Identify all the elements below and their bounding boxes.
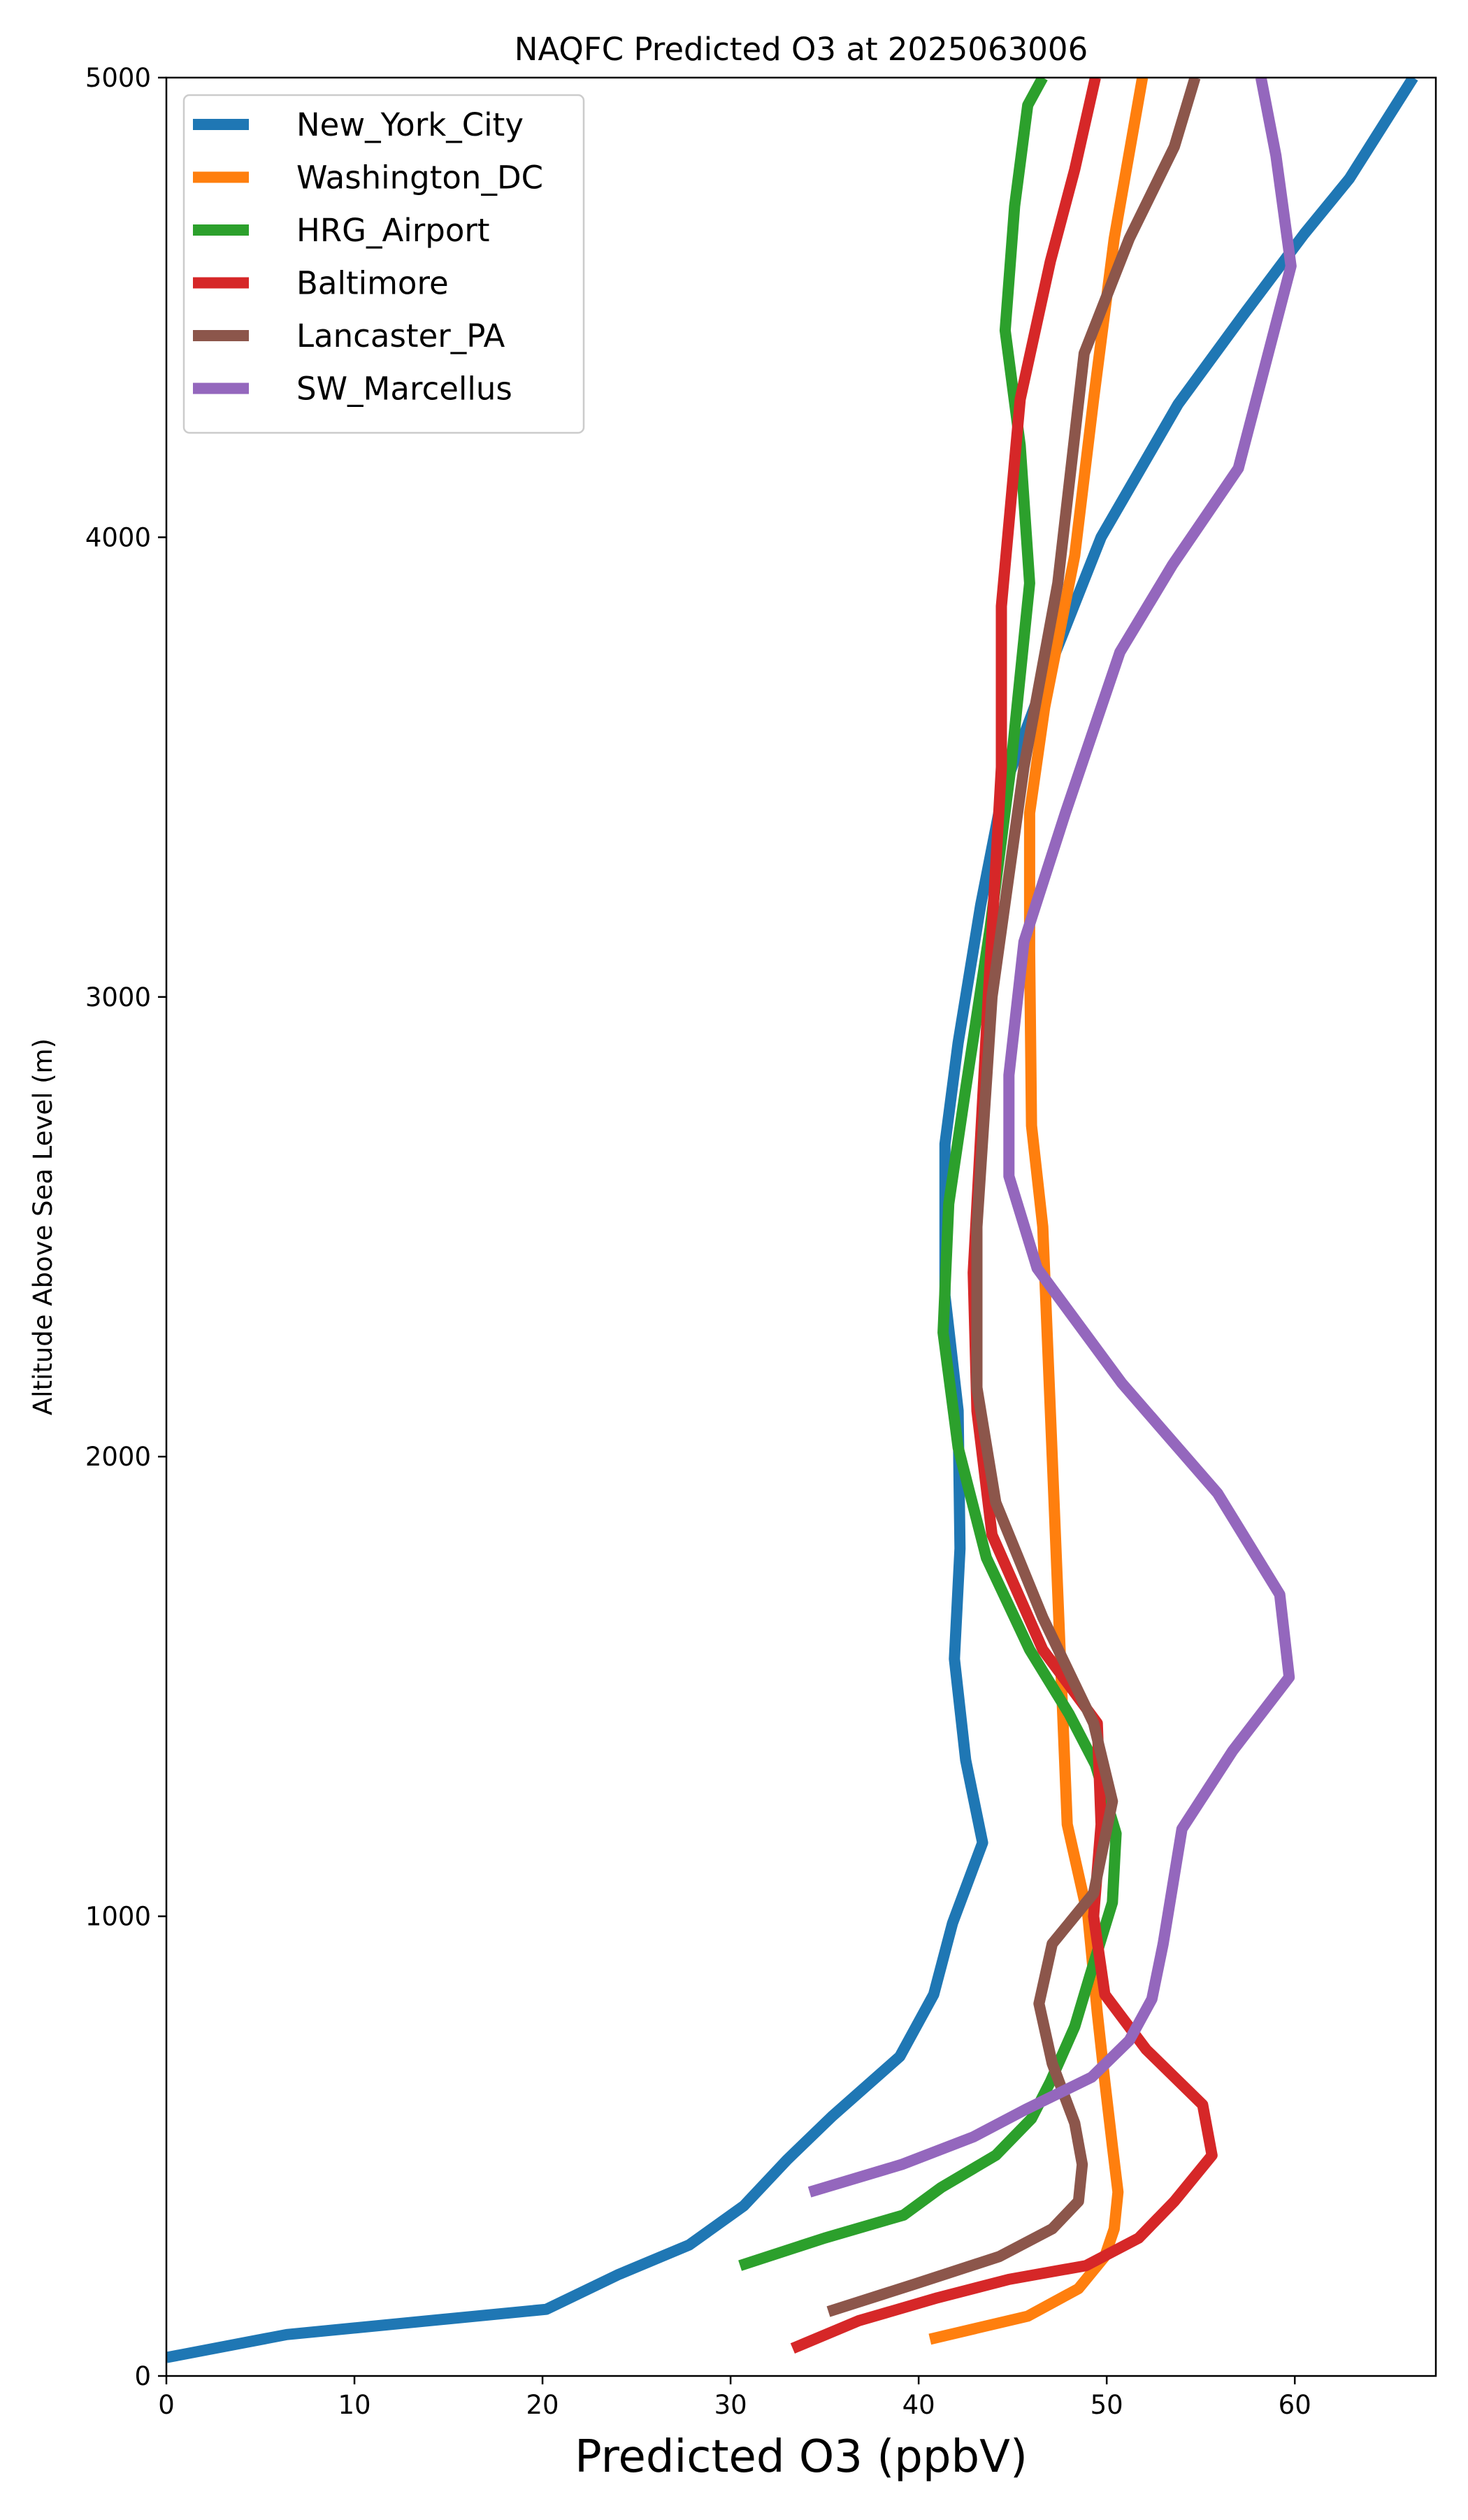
x-tick-label: 50 — [1091, 2390, 1123, 2420]
x-tick-label: 20 — [526, 2390, 559, 2420]
series-line-lancaster-pa — [826, 78, 1201, 2317]
series-line-sw-marcellus — [807, 78, 1297, 2198]
series-lines — [166, 78, 1418, 2363]
y-tick-label: 3000 — [85, 982, 151, 1012]
legend-box — [182, 94, 585, 434]
x-tick-label: 60 — [1279, 2390, 1311, 2420]
x-tick-label: 10 — [338, 2390, 370, 2420]
series-line-new-york-city — [166, 78, 1418, 2363]
x-tick-label: 0 — [158, 2390, 175, 2420]
x-axis-label: Predicted O3 (ppbV) — [575, 2431, 1028, 2483]
y-tick-label: 5000 — [85, 63, 151, 93]
y-tick-label: 0 — [134, 2361, 151, 2391]
legend-label: HRG_Airport — [296, 212, 490, 249]
y-tick-label: 2000 — [85, 1442, 151, 1472]
y-tick-label: 4000 — [85, 522, 151, 552]
axis-ticks: 0 10 20 30 40 50 60 0 1000 2000 3000 4000 5000 — [85, 63, 1311, 2420]
x-tick-label: 30 — [714, 2390, 747, 2420]
x-tick-label: 40 — [902, 2390, 935, 2420]
series-line-baltimore — [790, 78, 1218, 2354]
legend-label: SW_Marcellus — [296, 371, 512, 408]
legend-label: New_York_City — [296, 106, 524, 143]
series-line-washington-dc — [928, 78, 1149, 2345]
chart-title: NAQFC Predicted O3 at 2025063006 — [514, 31, 1088, 68]
y-axis-label: Altitude Above Sea Level (m) — [28, 1038, 58, 1415]
legend-label: Baltimore — [296, 265, 449, 302]
legend-label: Washington_DC — [296, 159, 543, 196]
legend-label: Lancaster_PA — [296, 317, 505, 355]
y-tick-label: 1000 — [85, 1902, 151, 1932]
series-line-hrg-airport — [738, 78, 1122, 2271]
plot-frame — [165, 76, 1437, 2377]
legend: New_York_City Washington_DC HRG_Airport Bal… — [182, 94, 585, 434]
